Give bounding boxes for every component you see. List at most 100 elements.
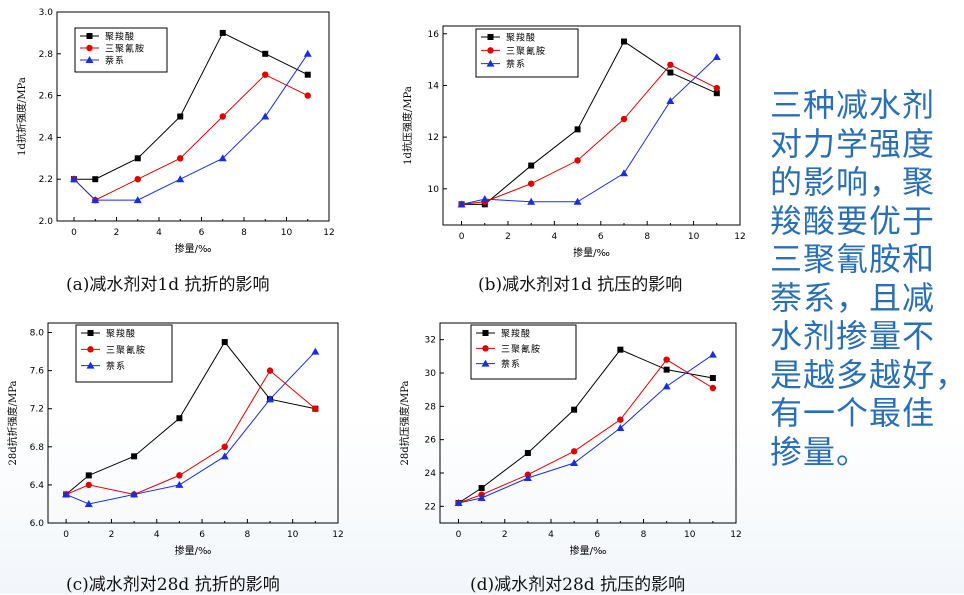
- data-point: [708, 350, 717, 358]
- x-tick-label: 6: [594, 530, 600, 540]
- y-tick-label: 6.0: [30, 519, 45, 529]
- data-point: [573, 197, 582, 205]
- y-tick-label: 12: [428, 133, 439, 143]
- x-tick-label: 8: [641, 530, 647, 540]
- data-point: [454, 499, 463, 506]
- legend-label: 萘系: [105, 56, 125, 67]
- legend-label: 聚羧酸: [506, 32, 536, 44]
- data-point: [70, 175, 78, 183]
- data-point: [262, 71, 269, 78]
- y-axis-label: 28d抗折强度/MPa: [6, 380, 19, 465]
- y-tick-label: 16: [428, 30, 440, 40]
- data-point: [523, 474, 532, 481]
- data-point: [262, 50, 269, 57]
- summary-line: 水剂掺量不: [770, 317, 936, 355]
- plot-frame: [442, 25, 741, 226]
- caption-d: (d)减水剂对28d 抗压的影响: [470, 575, 686, 595]
- data-point: [311, 347, 320, 355]
- data-point: [524, 450, 531, 456]
- data-point: [304, 71, 311, 78]
- summary-line: 萘系，且减: [770, 278, 936, 317]
- x-axis-label: 掺量/‰: [573, 246, 610, 259]
- data-point: [266, 367, 274, 374]
- y-tick-label: 24: [425, 469, 437, 479]
- legend-marker: [87, 330, 94, 336]
- data-point: [457, 200, 466, 208]
- x-tick-label: 0: [459, 232, 465, 242]
- y-tick-label: 7.2: [30, 405, 44, 415]
- caption-b: (b)减水剂对1d 抗压的影响: [478, 275, 683, 295]
- x-tick-label: 4: [154, 530, 160, 540]
- y-tick-label: 14: [428, 81, 440, 91]
- x-tick-label: 0: [63, 530, 69, 540]
- x-tick-label: 8: [644, 232, 650, 242]
- legend-marker: [86, 44, 93, 52]
- legend-label: 萘系: [106, 361, 126, 372]
- y-tick-label: 28: [425, 402, 437, 412]
- data-point: [303, 49, 312, 57]
- x-tick-label: 12: [332, 530, 343, 540]
- legend-marker: [481, 359, 490, 367]
- x-tick-label: 6: [598, 232, 604, 242]
- x-tick-label: 8: [241, 228, 247, 238]
- data-point: [85, 472, 92, 479]
- data-point: [84, 499, 93, 507]
- x-tick-label: 10: [281, 228, 293, 238]
- legend-label: 萘系: [506, 59, 526, 70]
- x-tick-label: 4: [156, 228, 162, 238]
- data-point: [616, 424, 625, 431]
- data-point: [571, 406, 578, 413]
- line-chart: 0 2 4 6 8 10 12 2.0 2.2 2.4 2.6 2.8 3.0 掺量/‰ 1d抗折强度/MP…: [15, 8, 335, 255]
- chart-panel-b: 0 2 4 6 8 10 12 10 12 14 16 掺量/‰ 1d抗压强度/MPa 聚羧酸 三聚氰胺 萘系: [401, 0, 746, 260]
- x-tick-label: 4: [548, 530, 554, 540]
- series-line: [73, 53, 309, 201]
- legend-label: 三聚氰胺: [105, 43, 145, 55]
- y-tick-label: 2.4: [39, 133, 54, 143]
- summary-line: 是越多越好，: [770, 355, 964, 394]
- summary-line: 三聚氰胺和: [770, 240, 936, 278]
- x-tick-label: 6: [199, 228, 205, 238]
- data-point: [219, 29, 226, 36]
- data-point: [527, 180, 535, 187]
- data-point: [478, 485, 485, 491]
- summary-line: 羧酸要优于: [770, 201, 936, 240]
- x-axis-label: 掺量/‰: [175, 544, 212, 557]
- chart-panel-a: 0 2 4 6 8 10 12 2.0 2.2 2.4 2.6 2.8 3.0 掺量/‰ 1d抗折强度/MP…: [0, 0, 340, 260]
- y-tick-label: 2.0: [39, 217, 54, 227]
- x-tick-label: 8: [245, 530, 251, 540]
- caption-c: (c)减水剂对28d 抗折的影响: [66, 575, 280, 595]
- x-tick-label: 2: [502, 530, 508, 540]
- data-point: [619, 169, 628, 177]
- plot-frame: [56, 11, 330, 222]
- summary-text: 三种减水剂 对力学强度 的影响，聚 羧酸要优于 三聚氰胺和 萘系，且减 水剂掺量…: [770, 86, 964, 471]
- x-tick-label: 4: [552, 232, 558, 242]
- data-point: [709, 384, 717, 392]
- data-point: [663, 366, 670, 373]
- y-tick-label: 6.8: [30, 443, 45, 453]
- x-tick-label: 10: [684, 530, 696, 540]
- legend-marker: [86, 361, 95, 369]
- x-tick-label: 10: [287, 530, 299, 540]
- data-point: [220, 452, 229, 460]
- data-point: [666, 96, 675, 104]
- plot-frame: [439, 322, 737, 524]
- y-tick-label: 8.0: [30, 329, 45, 339]
- data-point: [574, 157, 581, 164]
- data-point: [713, 90, 720, 97]
- data-point: [620, 38, 627, 45]
- summary-line: 掺量。: [770, 432, 870, 471]
- data-point: [261, 112, 270, 120]
- x-tick-label: 12: [730, 530, 741, 540]
- data-point: [134, 176, 141, 183]
- y-tick-label: 32: [425, 336, 436, 346]
- data-point: [176, 472, 183, 479]
- data-point: [133, 196, 142, 204]
- legend-label: 三聚氰胺: [106, 344, 146, 356]
- data-point: [304, 92, 311, 99]
- data-point: [477, 494, 486, 501]
- x-tick-label: 12: [734, 232, 745, 242]
- y-tick-label: 22: [425, 502, 436, 512]
- data-point: [570, 459, 579, 466]
- data-point: [663, 356, 670, 363]
